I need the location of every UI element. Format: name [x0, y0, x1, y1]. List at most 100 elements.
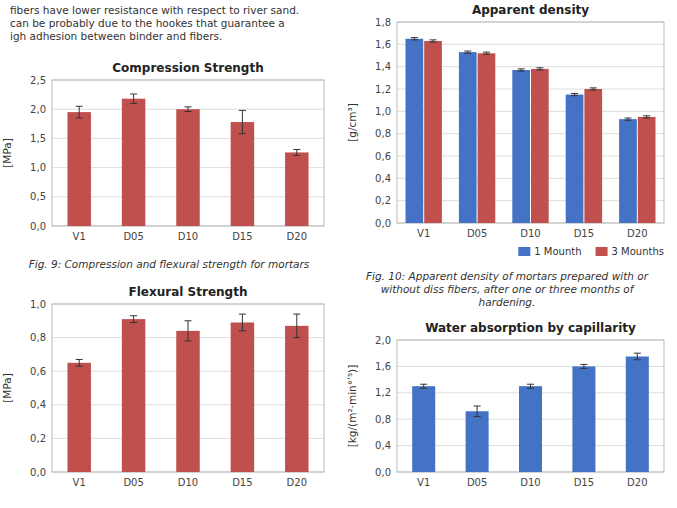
legend-swatch: [518, 247, 530, 256]
y-tick-label: 0,0: [375, 467, 391, 478]
x-tick-label: V1: [73, 477, 86, 488]
plot-frame: [52, 80, 324, 226]
figure: Compression Strength[MPa]0,00,51,01,52,0…: [0, 0, 677, 508]
x-tick-label: D10: [178, 477, 198, 488]
y-tick-label: 0,8: [375, 128, 391, 139]
error-bar: [590, 88, 597, 90]
y-tick-label: 1,2: [375, 387, 391, 398]
bar: [619, 119, 637, 223]
y-tick-label: 0,6: [375, 151, 391, 162]
y-axis-label: [kg/(m²·min°ʹ⁵)]: [346, 365, 358, 448]
annotation-line: igh adhesion between binder and fibers.: [10, 30, 222, 42]
bar: [412, 386, 435, 472]
y-axis-label: [MPa]: [1, 373, 13, 403]
bar: [424, 41, 442, 223]
error-bar: [624, 118, 631, 120]
error-bar: [185, 107, 192, 112]
chart-title: Flexural Strength: [129, 285, 248, 299]
plot-marks: [67, 314, 308, 472]
error-bar: [527, 384, 534, 388]
plot-marks: [412, 353, 649, 472]
error-bar: [76, 359, 83, 366]
error-bar: [293, 149, 300, 155]
y-tick-label: 0,2: [30, 433, 46, 444]
bar: [67, 112, 90, 226]
x-tick-label: V1: [417, 477, 430, 488]
legend: 1 Mounth 3 Mounths: [518, 246, 664, 257]
error-bar: [536, 68, 543, 70]
error-bar: [185, 321, 192, 341]
y-tick-label: 0,4: [375, 440, 391, 451]
bar: [466, 411, 489, 472]
y-tick-label: 0,8: [30, 332, 46, 343]
x-tick-label: D05: [123, 231, 143, 242]
plot-frame: [52, 304, 324, 472]
y-tick-label: 0,4: [30, 399, 46, 410]
error-bar: [293, 314, 300, 338]
x-tick-label: D05: [467, 228, 487, 239]
x-tick-label: V1: [417, 228, 430, 239]
bar: [638, 117, 656, 223]
x-tick-label: D15: [232, 477, 252, 488]
x-tick-label: D20: [627, 477, 647, 488]
bar: [231, 322, 254, 472]
error-bar: [130, 94, 137, 103]
bar: [231, 122, 254, 226]
error-bar: [411, 38, 418, 40]
bar: [584, 89, 602, 223]
annotation-line: Fig. 9: Compression and flexural strengt…: [29, 258, 310, 270]
y-tick-label: 1,6: [375, 39, 391, 50]
error-bar: [239, 110, 246, 133]
y-tick-label: 2,0: [30, 104, 46, 115]
error-bar: [130, 316, 137, 323]
x-tick-label: V1: [73, 231, 86, 242]
y-tick-label: 0,4: [375, 173, 391, 184]
y-tick-label: 2,5: [30, 75, 46, 86]
y-tick-label: 0,0: [375, 218, 391, 229]
chart: Apparent density[g/cm³]0,00,20,40,60,81,…: [346, 3, 664, 308]
bar: [572, 366, 595, 472]
bar: [626, 357, 649, 473]
grid-line: [397, 366, 664, 367]
annotation-line: can be probably due to the hookes that g…: [10, 17, 285, 29]
chart: Flexural Strength[MPa]0,00,20,40,60,81,0…: [1, 285, 324, 488]
annotation-line: hardening.: [479, 296, 536, 308]
error-bar: [634, 353, 641, 360]
y-tick-label: 1,2: [375, 84, 391, 95]
bar: [285, 326, 308, 472]
bar: [459, 52, 477, 223]
annotation-line: without diss fibers, after one or three …: [381, 283, 636, 295]
y-tick-label: 1,4: [375, 61, 391, 72]
chart: Compression Strength[MPa]0,00,51,01,52,0…: [1, 4, 324, 270]
error-bar: [474, 406, 481, 417]
error-bar: [483, 52, 490, 54]
error-bar: [518, 69, 525, 71]
error-bar: [464, 51, 471, 53]
error-bar: [580, 364, 587, 368]
legend-label: 1 Mounth: [534, 246, 581, 257]
bar: [176, 331, 199, 472]
plot-frame: [397, 340, 664, 472]
y-tick-label: 0,6: [30, 366, 46, 377]
bar: [519, 386, 542, 472]
x-tick-label: D10: [520, 477, 540, 488]
x-tick-label: D20: [287, 231, 307, 242]
legend-label: 3 Mounths: [612, 246, 664, 257]
plot-marks: [406, 38, 656, 223]
bar: [512, 70, 530, 223]
chart-title: Compression Strength: [112, 61, 263, 75]
y-tick-label: 0,5: [30, 191, 46, 202]
y-tick-label: 0,0: [30, 467, 46, 478]
bar: [122, 319, 145, 472]
x-tick-label: D10: [520, 228, 540, 239]
x-tick-label: D20: [627, 228, 647, 239]
bar: [406, 39, 424, 223]
bar: [478, 53, 496, 223]
y-tick-label: 0,0: [30, 221, 46, 232]
chart: Water absorption by capillarity[kg/(m²·m…: [346, 321, 664, 488]
x-tick-label: D10: [178, 231, 198, 242]
bar: [531, 69, 549, 223]
error-bar: [420, 384, 427, 388]
y-tick-label: 0,8: [375, 414, 391, 425]
bar: [566, 95, 584, 223]
